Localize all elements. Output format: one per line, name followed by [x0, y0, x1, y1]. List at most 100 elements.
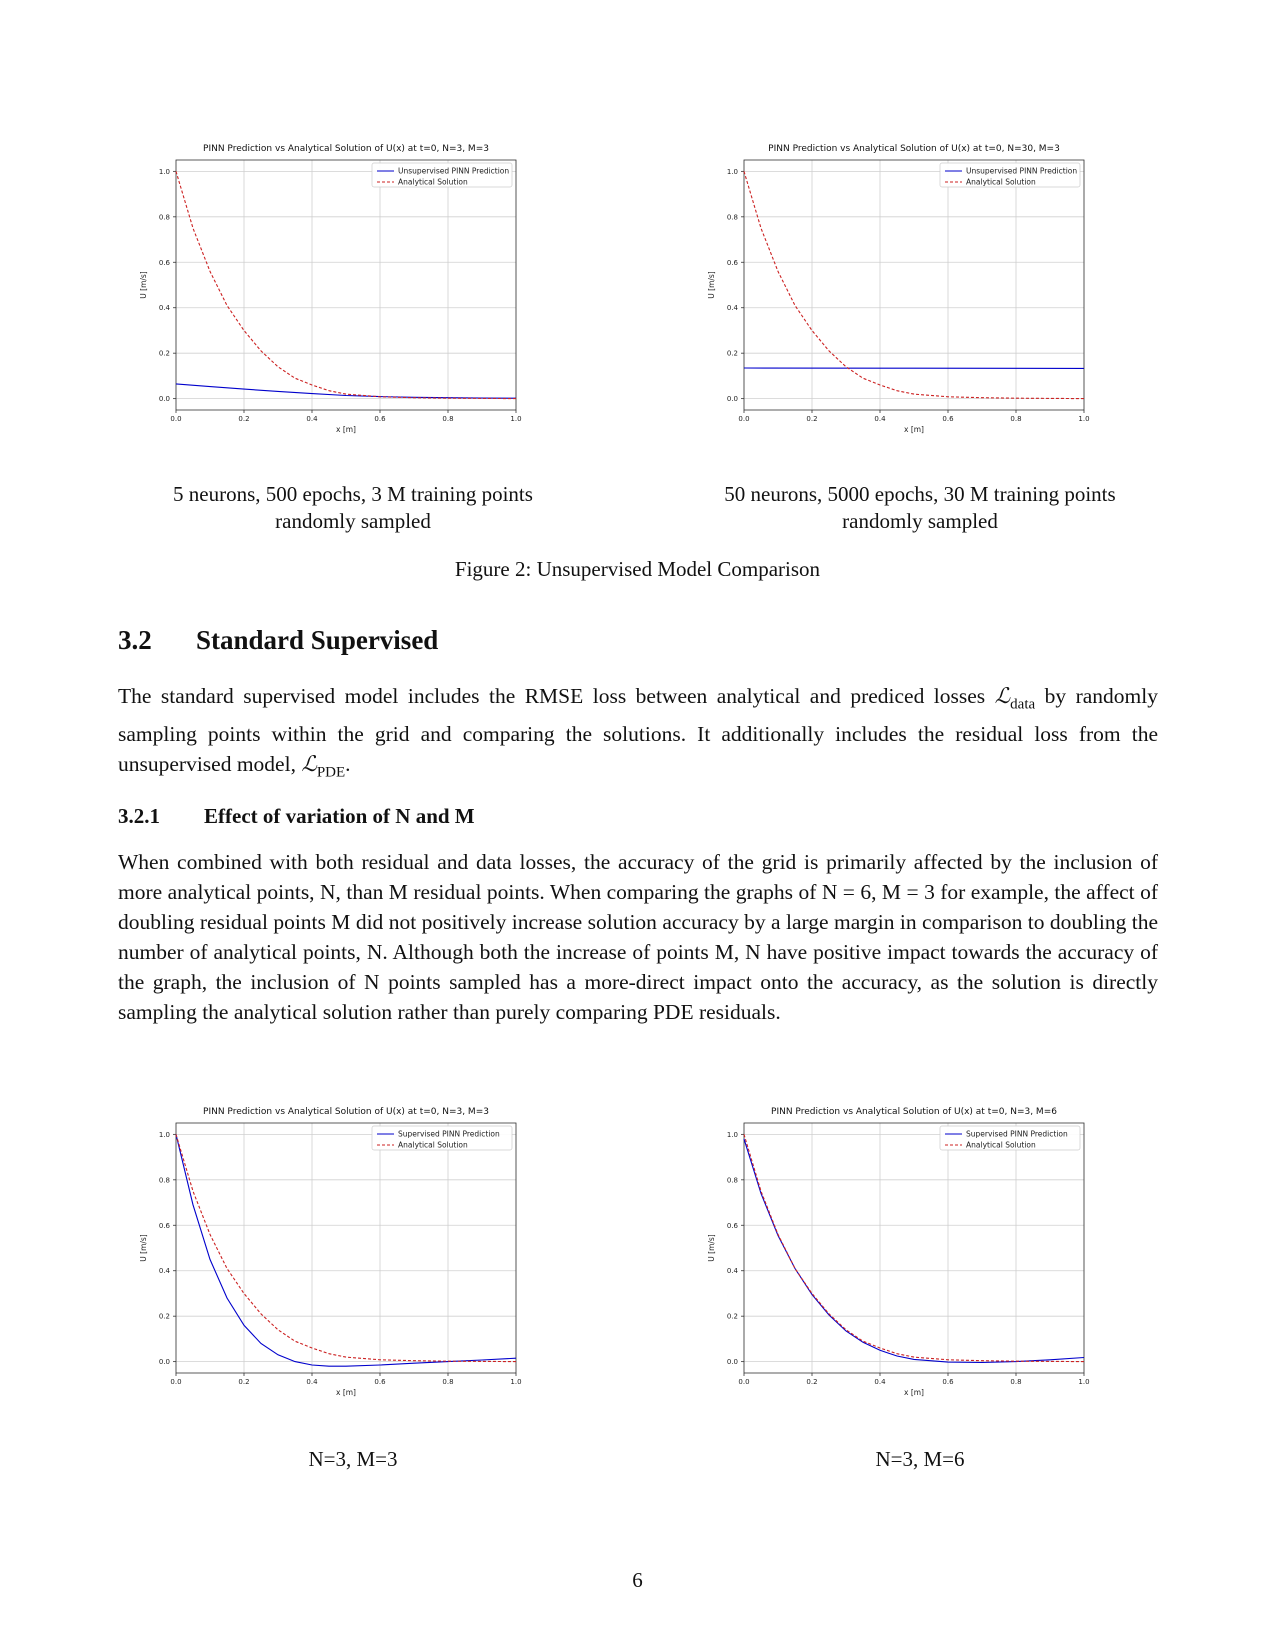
plot-frame [743, 1122, 1085, 1374]
series-line-analytical [743, 1134, 1085, 1363]
x-tick-label: 0.6 [942, 1378, 954, 1386]
y-tick-label: 1.0 [159, 168, 170, 176]
subcaption-line: 50 neurons, 5000 epochs, 30 M training p… [724, 482, 1116, 506]
subcaption-left-fig2: 5 neurons, 500 epochs, 3 M training poin… [118, 481, 588, 535]
plot-frame [175, 1122, 517, 1374]
x-tick-label: 0.4 [306, 1378, 318, 1386]
y-tick-label: 1.0 [727, 1131, 738, 1139]
subcaption-left-fig3: N=3, M=3 [118, 1446, 588, 1473]
legend-box [939, 1125, 1081, 1151]
y-tick-label: 0.0 [159, 395, 170, 403]
loss-symbol: ℒ [994, 684, 1011, 708]
x-tick-label: 1.0 [1078, 1378, 1089, 1386]
x-tick-label: 0.2 [238, 415, 249, 423]
subcaption-line: N=3, M=3 [308, 1447, 398, 1471]
subcaption-line: 5 neurons, 500 epochs, 3 M training poin… [173, 482, 533, 506]
subcaption-right-fig2: 50 neurons, 5000 epochs, 30 M training p… [680, 481, 1160, 535]
y-tick-label: 0.0 [727, 395, 738, 403]
y-tick-label: 0.4 [727, 304, 739, 312]
series-line-prediction [743, 1138, 1085, 1364]
y-tick-label: 0.2 [159, 1313, 170, 1321]
loss-subscript: data [1010, 696, 1036, 713]
x-tick-label: 0.8 [1010, 415, 1021, 423]
legend-label: Analytical Solution [398, 178, 468, 187]
subcaption-line: randomly sampled [275, 509, 431, 533]
plot-unsup-n30-m3: PINN Prediction vs Analytical Solution o… [707, 142, 1108, 452]
y-tick-label: 0.0 [159, 1358, 170, 1366]
plot-frame [175, 159, 517, 411]
legend-box [371, 1125, 513, 1151]
y-tick-label: 0.6 [727, 259, 739, 267]
chart-svg: PINN Prediction vs Analytical Solution o… [707, 1107, 1090, 1397]
figure-caption: Figure 2: Unsupervised Model Comparison [454, 557, 821, 581]
section-heading: 3.2 Standard Supervised [118, 625, 438, 656]
y-tick-label: 0.4 [159, 304, 171, 312]
y-tick-label: 0.6 [727, 1222, 739, 1230]
series-line-prediction [175, 1134, 517, 1367]
y-tick-label: 0.2 [727, 1313, 738, 1321]
section-number: 3.2 [118, 625, 152, 655]
x-tick-label: 1.0 [510, 415, 521, 423]
x-tick-label: 0.4 [306, 415, 318, 423]
y-tick-label: 0.4 [727, 1267, 739, 1275]
y-axis-label: U [m/s] [707, 271, 716, 299]
subsection-title: Effect of variation of N and M [204, 804, 475, 828]
x-tick-label: 0.6 [374, 415, 386, 423]
legend-label: Supervised PINN Prediction [398, 1130, 500, 1139]
paragraph-effect-n-m: When combined with both residual and dat… [118, 850, 1158, 1024]
y-tick-label: 0.8 [159, 213, 170, 221]
series-line-analytical [175, 171, 517, 400]
x-tick-label: 0.8 [442, 415, 453, 423]
x-tick-label: 0.6 [942, 415, 954, 423]
x-tick-label: 0.2 [806, 415, 817, 423]
y-tick-label: 0.4 [159, 1267, 171, 1275]
subsection-heading: 3.2.1 Effect of variation of N and M [118, 804, 475, 829]
y-tick-label: 0.2 [159, 350, 170, 358]
page-number: 6 [632, 1568, 643, 1592]
x-axis-label: x [m] [904, 425, 924, 434]
subcaption-line: N=3, M=6 [875, 1447, 965, 1471]
paragraph-standard-supervised: The standard supervised model includes t… [118, 681, 1158, 788]
para-text: . [345, 752, 351, 777]
x-axis-label: x [m] [904, 1388, 924, 1397]
chart-svg: PINN Prediction vs Analytical Solution o… [139, 1107, 522, 1397]
legend-box [939, 162, 1081, 188]
legend-label: Analytical Solution [398, 1141, 468, 1150]
x-tick-label: 0.4 [874, 415, 886, 423]
plot-sup-n3-m3: PINN Prediction vs Analytical Solution o… [139, 1105, 540, 1415]
y-tick-label: 0.8 [727, 213, 738, 221]
y-tick-label: 1.0 [159, 1131, 170, 1139]
x-tick-label: 0.0 [738, 1378, 749, 1386]
legend-label: Analytical Solution [966, 178, 1036, 187]
para-text: The standard supervised model includes t… [118, 684, 986, 708]
x-tick-label: 0.6 [374, 1378, 386, 1386]
para-text: by randomly sampling points within the g… [118, 684, 1159, 777]
chart-title: PINN Prediction vs Analytical Solution o… [203, 144, 489, 154]
x-axis-label: x [m] [336, 1388, 356, 1397]
y-tick-label: 0.6 [159, 259, 171, 267]
x-tick-label: 0.0 [738, 415, 749, 423]
series-line-analytical [743, 171, 1085, 400]
x-tick-label: 0.2 [238, 1378, 249, 1386]
legend-label: Analytical Solution [966, 1141, 1036, 1150]
y-tick-label: 0.2 [727, 350, 738, 358]
x-tick-label: 0.8 [442, 1378, 453, 1386]
section-title: Standard Supervised [196, 625, 439, 655]
chart-svg: PINN Prediction vs Analytical Solution o… [707, 144, 1090, 434]
y-tick-label: 0.6 [159, 1222, 171, 1230]
series-line-prediction [175, 383, 517, 399]
legend-box [371, 162, 513, 188]
y-tick-label: 1.0 [727, 168, 738, 176]
y-axis-label: U [m/s] [707, 1234, 716, 1262]
y-axis-label: U [m/s] [139, 1234, 148, 1262]
legend-label: Unsupervised PINN Prediction [966, 167, 1077, 176]
plot-unsup-n3-m3: PINN Prediction vs Analytical Solution o… [139, 142, 540, 452]
chart-title: PINN Prediction vs Analytical Solution o… [771, 1107, 1057, 1117]
subsection-number: 3.2.1 [118, 804, 160, 828]
chart-title: PINN Prediction vs Analytical Solution o… [203, 1107, 489, 1117]
x-tick-label: 0.0 [170, 1378, 181, 1386]
loss-data-symbol: ℒdata [994, 684, 1035, 712]
loss-subscript: PDE [316, 764, 346, 781]
x-tick-label: 0.0 [170, 415, 181, 423]
series-line-analytical [175, 1134, 517, 1363]
